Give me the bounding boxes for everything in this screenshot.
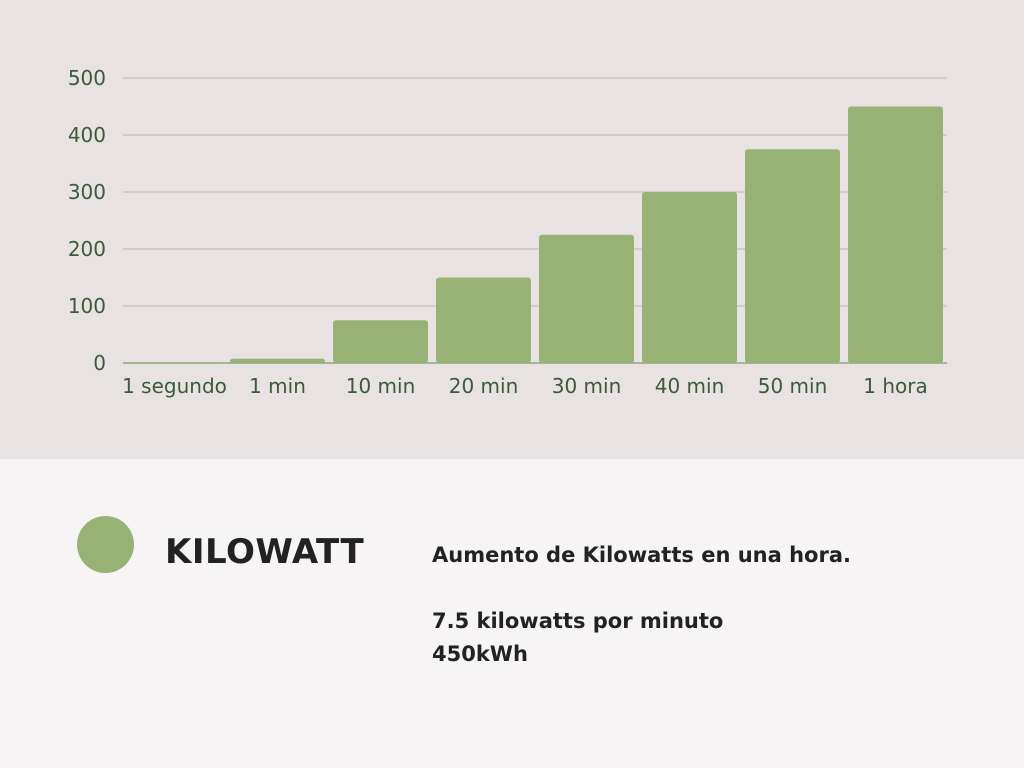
legend-swatch <box>77 516 134 573</box>
description-line-2: 7.5 kilowatts por minuto <box>432 609 724 633</box>
y-axis-ticks: 0 100 200 300 400 500 <box>68 66 106 375</box>
bar <box>333 320 428 363</box>
description-line-1: Aumento de Kilowatts en una hora. <box>432 543 851 567</box>
bar <box>539 234 634 363</box>
bar <box>127 362 222 363</box>
y-tick-label: 0 <box>93 351 106 375</box>
bar <box>848 106 943 363</box>
y-tick-label: 500 <box>68 66 106 90</box>
x-tick-label: 10 min <box>346 374 416 398</box>
y-tick-label: 400 <box>68 123 106 147</box>
x-tick-label: 40 min <box>655 374 725 398</box>
chart-panel: 0 100 200 300 400 500 1 segundo 1 min 10 min 20 … <box>0 0 1024 459</box>
x-tick-label: 50 min <box>758 374 828 398</box>
x-axis-ticks: 1 segundo 1 min 10 min 20 min 30 min 40 min 50… <box>122 374 928 398</box>
x-tick-label: 1 segundo <box>122 374 227 398</box>
bar <box>745 149 840 363</box>
x-tick-label: 1 min <box>249 374 306 398</box>
x-tick-label: 1 hora <box>863 374 927 398</box>
y-tick-label: 200 <box>68 237 106 261</box>
bar <box>642 192 737 363</box>
description-line-3: 450kWh <box>432 642 528 666</box>
bars <box>127 106 943 363</box>
bar <box>230 358 325 363</box>
bar <box>436 277 531 363</box>
x-tick-label: 20 min <box>449 374 519 398</box>
y-tick-label: 100 <box>68 294 106 318</box>
legend-panel <box>0 459 1024 768</box>
x-tick-label: 30 min <box>552 374 622 398</box>
bar-chart: 0 100 200 300 400 500 1 segundo 1 min 10 min 20 … <box>68 66 947 398</box>
legend-label: KILOWATT <box>165 532 365 572</box>
y-tick-label: 300 <box>68 180 106 204</box>
